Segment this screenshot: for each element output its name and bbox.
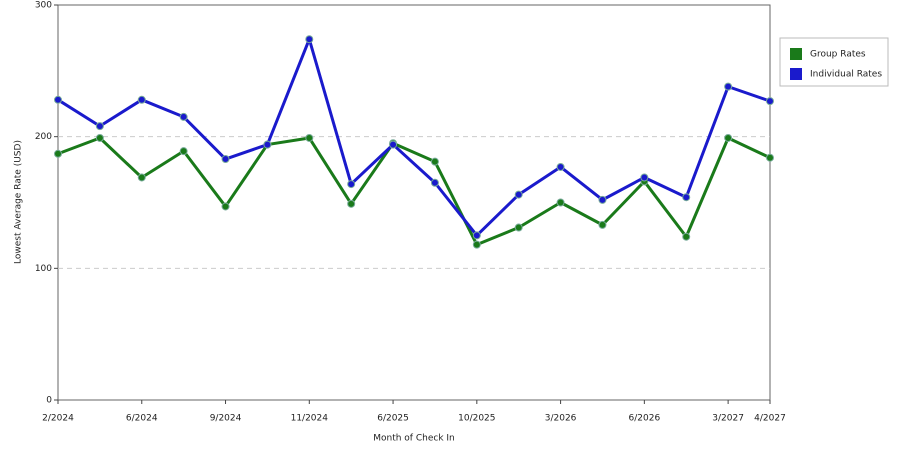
data-point	[514, 190, 523, 199]
data-point	[556, 162, 565, 171]
x-tick-label: 6/2026	[629, 414, 661, 424]
data-point	[514, 223, 523, 232]
data-point	[472, 240, 481, 249]
data-point	[472, 231, 481, 240]
data-point	[430, 157, 439, 166]
data-point	[598, 195, 607, 204]
data-point	[221, 202, 230, 211]
x-tick-label: 9/2024	[210, 414, 242, 424]
data-point	[682, 232, 691, 241]
data-point	[724, 133, 733, 142]
series-line	[57, 136, 771, 247]
data-point	[640, 173, 649, 182]
x-axis-label: Month of Check In	[373, 434, 455, 444]
legend-swatch	[790, 48, 802, 60]
data-point	[54, 95, 62, 104]
data-point	[54, 149, 62, 158]
x-tick-label: 3/2027	[712, 414, 744, 424]
data-point	[556, 198, 565, 207]
data-point	[95, 122, 104, 131]
y-tick-label: 100	[35, 264, 52, 274]
data-point	[179, 147, 188, 156]
data-point	[389, 140, 398, 149]
data-point	[682, 193, 691, 202]
legend-label: Individual Rates	[810, 70, 882, 80]
series-line	[57, 37, 771, 237]
data-point	[347, 199, 356, 208]
data-point	[305, 35, 314, 44]
data-point	[179, 112, 188, 121]
data-point	[95, 133, 104, 142]
data-point	[766, 153, 774, 162]
data-point	[430, 178, 439, 187]
data-point	[598, 220, 607, 229]
y-tick-label: 0	[46, 396, 52, 406]
legend-swatch	[790, 68, 802, 80]
data-point	[221, 155, 230, 164]
legend-label: Group Rates	[810, 50, 866, 60]
x-tick-label: 10/2025	[458, 414, 495, 424]
y-tick-label: 200	[35, 132, 52, 142]
data-point	[305, 133, 314, 142]
x-tick-label: 6/2025	[377, 414, 409, 424]
data-point	[724, 82, 733, 91]
x-tick-label: 11/2024	[291, 414, 329, 424]
data-point	[137, 95, 146, 104]
y-tick-label: 300	[35, 1, 52, 11]
x-tick-label: 3/2026	[545, 414, 577, 424]
x-tick-label: 6/2024	[126, 414, 158, 424]
x-tick-label: 2/2024	[42, 414, 74, 424]
y-axis-label: Lowest Average Rate (USD)	[14, 140, 24, 264]
plot-area	[57, 4, 771, 401]
data-point	[766, 97, 774, 106]
data-point	[137, 173, 146, 182]
data-point	[263, 140, 272, 149]
x-tick-label: 4/2027	[754, 414, 786, 424]
data-point	[347, 180, 356, 189]
